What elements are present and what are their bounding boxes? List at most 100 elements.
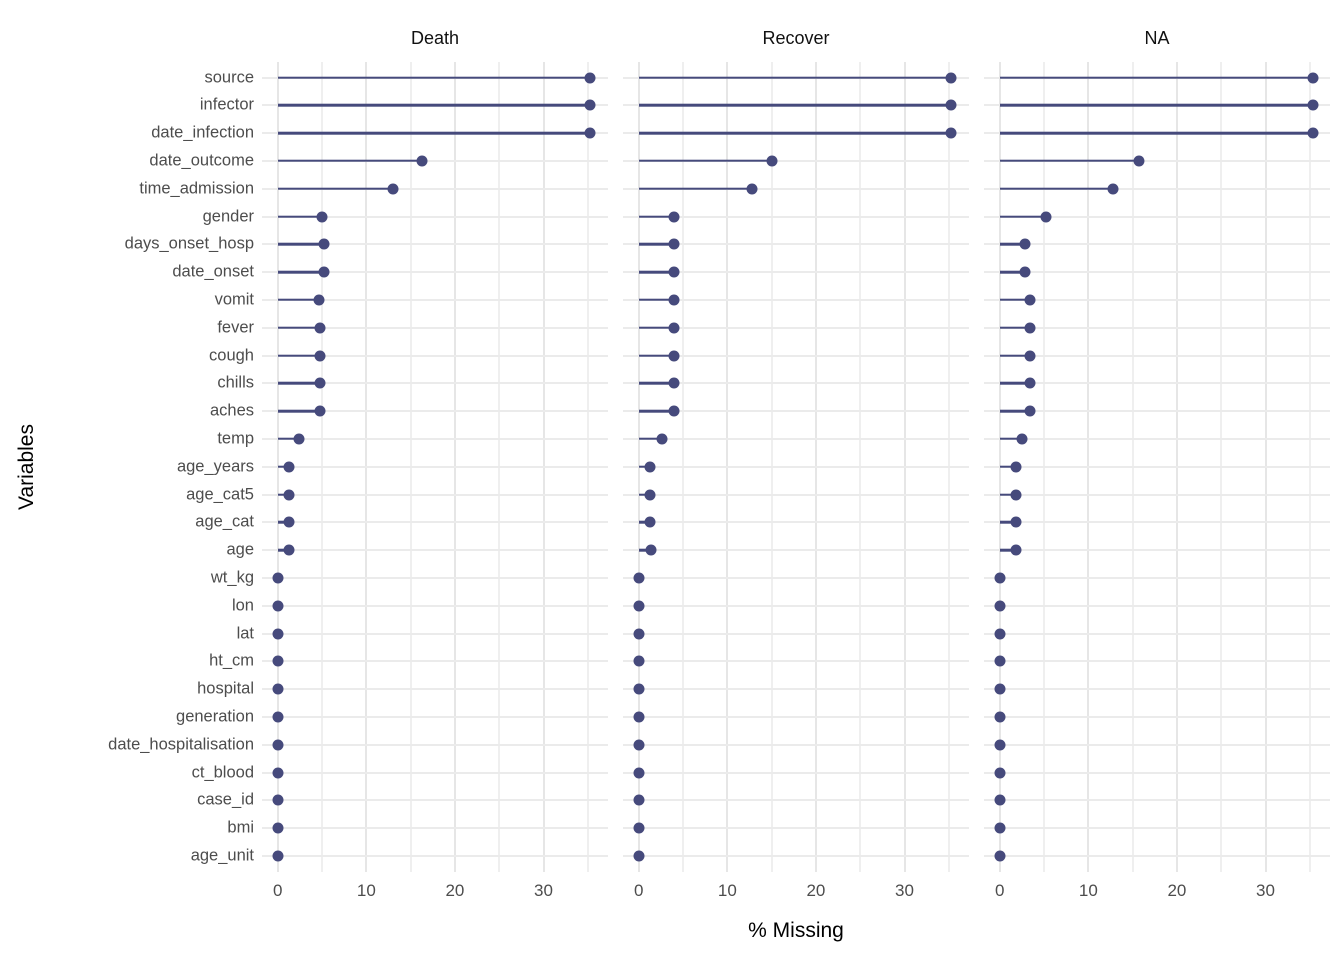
lollipop-point-ht_cm [633,655,645,667]
lollipop-line-infector [999,104,1314,107]
lollipop-line-days_onset_hosp [999,243,1026,246]
lollipop-point-fever [314,322,326,334]
gridline-row-bmi [984,827,1330,830]
gridline-row-age [262,549,608,552]
facet-title-na: NA [1144,28,1170,48]
gridline-row-temp [262,437,608,440]
lollipop-point-age [645,544,657,556]
x-tick-recover-10: 10 [717,881,737,900]
lollipop-point-age_years [283,461,295,473]
y-axis-label-case_id: case_id [197,790,254,809]
lollipop-point-date_onset [668,266,680,278]
x-tick-na-30: 30 [1256,881,1275,900]
y-axis-label-time_admission: time_admission [139,179,254,198]
gridline-row-chills [984,382,1330,385]
lollipop-point-chills [668,377,680,389]
y-axis-label-ct_blood: ct_blood [191,763,254,781]
lollipop-point-infector [945,99,957,111]
y-axis-label-infector: infector [199,95,254,114]
gridline-row-date_onset [262,271,608,274]
lollipop-line-date_onset [638,270,675,274]
gridline-row-vomit [984,298,1330,301]
y-axis-label-chills: chills [217,373,254,392]
gridline-row-ct_blood [623,771,969,774]
lollipop-point-vomit [668,294,680,306]
lollipop-point-days_onset_hosp [318,238,330,250]
lollipop-point-temp [656,433,668,445]
lollipop-point-age_unit [994,850,1006,862]
lollipop-point-age_unit [272,850,284,862]
lollipop-point-age_cat [644,516,656,528]
gridline-row-gender [262,215,608,218]
gridline-row-lat [623,632,969,635]
gridline-row-aches [262,410,608,413]
lollipop-point-bmi [633,822,645,834]
gridline-row-age_cat5 [262,493,608,496]
panel-na [984,62,1330,872]
lollipop-point-wt_kg [994,572,1006,584]
lollipop-point-cough [314,350,326,361]
lollipop-point-infector [584,99,596,111]
lollipop-point-wt_kg [633,572,645,584]
y-axis-label-vomit: vomit [214,290,254,309]
gridline-row-age_cat5 [984,493,1330,496]
lollipop-line-gender [638,215,675,218]
lollipop-line-days_onset_hosp [277,243,324,246]
lollipop-point-age_cat [283,516,295,528]
lollipop-point-ht_cm [994,655,1006,667]
lollipop-point-age_cat5 [644,489,656,500]
gridline-row-wt_kg [984,576,1330,579]
gridline-row-ht_cm [984,660,1330,663]
x-tick-death-10: 10 [356,881,376,900]
lollipop-point-ct_blood [272,767,284,778]
gridline-row-date_hospitalisation [623,743,969,746]
lollipop-point-date_infection [584,127,596,139]
lollipop-line-age_cat [277,521,290,524]
x-tick-na-0: 0 [995,881,1005,900]
lollipop-line-time_admission [999,187,1114,190]
gridline-row-case_id [262,799,608,802]
x-tick-recover-30: 30 [895,881,914,900]
lollipop-point-vomit [313,294,325,306]
lollipop-line-age_cat5 [638,493,651,496]
gridline-row-generation [262,715,608,718]
gridline-row-vomit [623,298,969,301]
lollipop-line-temp [999,437,1022,441]
y-axis-label-source: source [204,68,254,86]
lollipop-line-date_outcome [638,159,772,163]
y-axis-label-hospital: hospital [197,679,254,698]
gridline-row-age_unit [262,854,608,857]
gridline-row-temp [623,437,969,440]
lollipop-line-age_cat5 [999,493,1016,496]
lollipop-point-lat [272,628,284,639]
gridline-row-age_cat [984,521,1330,524]
lollipop-line-age [999,548,1016,552]
gridline-row-chills [262,382,608,385]
gridline-row-gender [984,215,1330,218]
lollipop-point-lon [633,600,645,612]
gridline-row-cough [984,354,1330,357]
gridline-row-fever [623,326,969,329]
lollipop-point-time_admission [1107,183,1119,195]
gridline-row-generation [984,715,1330,718]
lollipop-line-fever [999,326,1030,329]
lollipop-point-time_admission [387,183,399,195]
gridline-row-age [623,549,969,552]
gridline-row-ct_blood [984,771,1330,774]
x-tick-recover-20: 20 [806,881,826,900]
facet-title-death: Death [410,28,460,48]
gridline-row-aches [623,410,969,413]
x-tick-death-30: 30 [534,881,553,900]
gridline-row-hospital [623,688,969,691]
lollipop-line-time_admission [638,187,753,190]
gridline-row-fever [984,326,1330,329]
gridline-row-date_outcome [623,159,969,162]
x-tick-death-0: 0 [273,881,283,900]
lollipop-line-age_years [277,465,290,468]
lollipop-line-aches [277,409,321,413]
lollipop-line-temp [638,437,662,441]
lollipop-point-source [945,72,957,83]
gridline-row-lon [262,604,608,607]
lollipop-point-fever [668,322,680,334]
lollipop-line-aches [638,409,675,413]
